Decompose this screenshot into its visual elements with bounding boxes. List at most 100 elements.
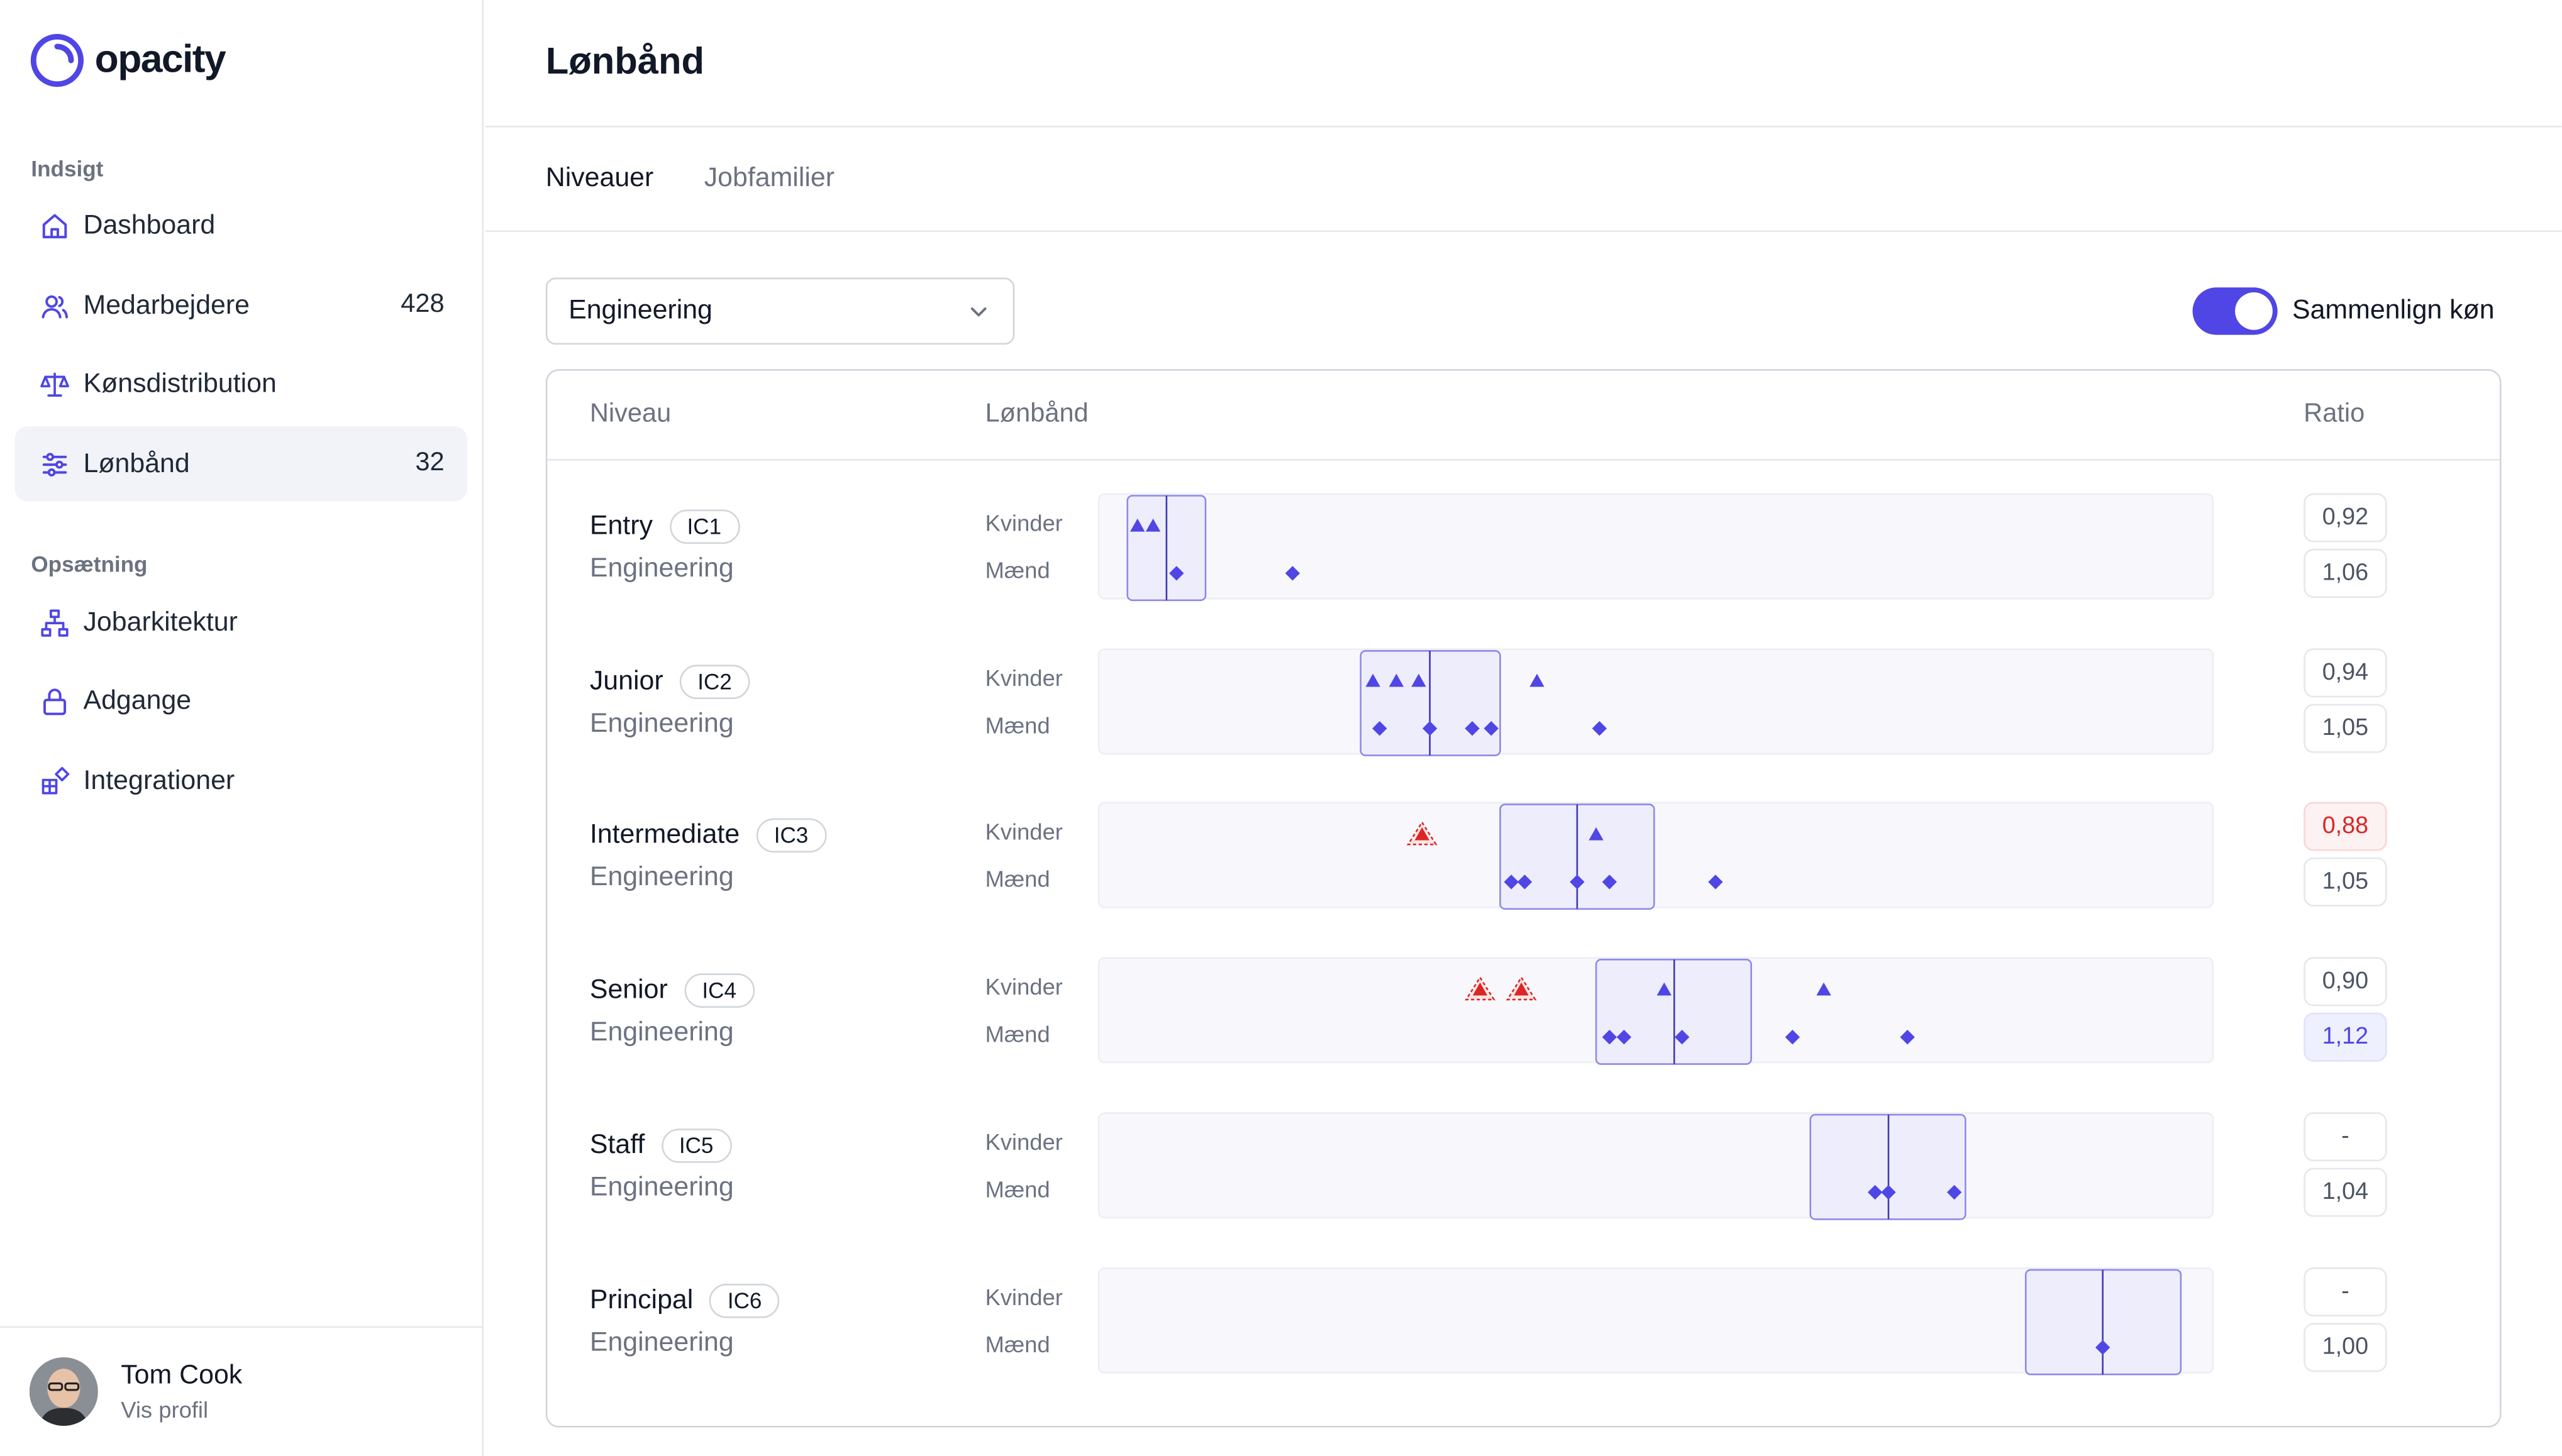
- salary-band-track: [1097, 1111, 2214, 1220]
- man-marker[interactable]: [1285, 566, 1300, 581]
- woman-marker[interactable]: [1529, 673, 1544, 687]
- column-header-ratio: Ratio: [2304, 400, 2365, 428]
- woman-marker[interactable]: [1145, 518, 1161, 532]
- scale-icon: [38, 368, 70, 400]
- man-marker[interactable]: [1592, 720, 1607, 736]
- table-row[interactable]: Senior IC4 Engineering Kvinder Mænd 0,90…: [547, 957, 2500, 1111]
- men-label: Mænd: [985, 1330, 1050, 1357]
- woman-marker[interactable]: [1389, 673, 1404, 687]
- nav-section-insight: Indsigt: [31, 157, 104, 182]
- level-family: Engineering: [589, 1172, 734, 1202]
- sidebar-item-label: Lønbånd: [83, 448, 190, 478]
- brand-logo[interactable]: opacity: [30, 33, 226, 88]
- woman-marker[interactable]: [1589, 827, 1604, 841]
- salary-band-track: [1097, 802, 2214, 911]
- ratio-women: 0,90: [2304, 957, 2387, 1007]
- lock-icon: [38, 685, 70, 717]
- level-code-badge: IC5: [661, 1128, 732, 1163]
- sidebar-item-count: 428: [401, 290, 445, 319]
- level-family: Engineering: [589, 1326, 734, 1357]
- job-family-select-value: Engineering: [568, 295, 713, 326]
- user-profile[interactable]: Tom Cook Vis profil: [0, 1325, 484, 1456]
- sidebar-item-label: Integrationer: [83, 765, 235, 795]
- tab-levels[interactable]: Niveauer: [545, 163, 654, 193]
- ratio-men: 1,12: [2304, 1013, 2387, 1062]
- level-code-badge: IC2: [679, 664, 750, 699]
- puzzle-icon: [38, 764, 70, 797]
- level-title: Junior IC2: [590, 664, 750, 699]
- man-marker[interactable]: [1602, 875, 1617, 890]
- level-code-badge: IC3: [756, 819, 826, 854]
- users-icon: [38, 289, 70, 322]
- man-marker[interactable]: [1616, 1030, 1632, 1045]
- table-row[interactable]: Junior IC2 Engineering Kvinder Mænd 0,94…: [547, 648, 2500, 802]
- table-row[interactable]: Staff IC5 Engineering Kvinder Mænd - 1,0…: [547, 1111, 2500, 1266]
- opacity-logo-icon: [30, 34, 84, 87]
- sidebar: opacity Indsigt Dashboard Medarbejdere 4…: [0, 0, 484, 1456]
- salary-band-chart: [1360, 649, 1607, 756]
- man-marker[interactable]: [1900, 1030, 1915, 1045]
- job-family-select[interactable]: Engineering: [545, 277, 1015, 345]
- ratio-men: 1,05: [2304, 703, 2387, 753]
- chevron-down-icon: [970, 307, 987, 317]
- men-label: Mænd: [985, 1176, 1050, 1202]
- ratio-women: 0,88: [2304, 802, 2387, 852]
- salary-band-track: [1097, 648, 2214, 756]
- view-profile-link[interactable]: Vis profil: [121, 1396, 209, 1423]
- woman-marker-flagged[interactable]: [1406, 821, 1438, 846]
- avatar[interactable]: [29, 1357, 98, 1426]
- table-row[interactable]: Principal IC6 Engineering Kvinder Mænd -…: [547, 1266, 2500, 1420]
- level-name: Principal: [589, 1284, 694, 1315]
- tab-job-families[interactable]: Jobfamilier: [704, 163, 835, 193]
- sliders-icon: [38, 448, 70, 480]
- salary-band-track: [1097, 493, 2214, 602]
- man-marker[interactable]: [1517, 875, 1533, 890]
- woman-marker-flagged[interactable]: [1506, 976, 1537, 1001]
- woman-marker[interactable]: [1130, 518, 1145, 532]
- man-marker[interactable]: [2095, 1339, 2110, 1354]
- sidebar-item-count: 32: [415, 449, 445, 477]
- level-title: Principal IC6: [589, 1282, 780, 1318]
- women-label: Kvinder: [985, 509, 1063, 536]
- level-title: Entry IC1: [590, 509, 740, 544]
- ratio-men: 1,05: [2304, 858, 2387, 907]
- table-row[interactable]: Entry IC1 Engineering Kvinder Mænd 0,92 …: [547, 493, 2500, 647]
- salary-band-track: [1097, 957, 2214, 1066]
- ratio-men: 1,04: [2304, 1167, 2387, 1216]
- level-name: Senior: [589, 975, 668, 1005]
- man-marker[interactable]: [1708, 875, 1723, 890]
- man-marker[interactable]: [1465, 720, 1480, 736]
- ratio-women: 0,94: [2304, 648, 2387, 697]
- woman-marker[interactable]: [1816, 982, 1831, 996]
- salary-band-track: [1097, 1266, 2214, 1375]
- woman-marker[interactable]: [1411, 673, 1426, 687]
- sidebar-item-job-architecture[interactable]: Jobarkitektur: [14, 585, 467, 660]
- women-label: Kvinder: [985, 1282, 1063, 1310]
- sidebar-item-dashboard[interactable]: Dashboard: [14, 188, 467, 263]
- sidebar-item-employees[interactable]: Medarbejdere 428: [14, 268, 467, 343]
- level-code-badge: IC1: [668, 509, 740, 544]
- sidebar-item-integrations[interactable]: Integrationer: [14, 743, 467, 819]
- woman-marker-flagged[interactable]: [1465, 976, 1495, 1001]
- woman-marker[interactable]: [1365, 673, 1380, 687]
- man-marker[interactable]: [1867, 1184, 1883, 1200]
- level-title: Intermediate IC3: [590, 819, 826, 854]
- nav-section-setup: Opsætning: [31, 552, 148, 577]
- men-label: Mænd: [985, 866, 1050, 893]
- page-title: Lønbånd: [545, 39, 704, 82]
- woman-marker[interactable]: [1656, 982, 1672, 996]
- sidebar-item-gender-distribution[interactable]: Kønsdistribution: [14, 346, 467, 422]
- level-family: Engineering: [589, 553, 734, 583]
- men-label: Mænd: [985, 556, 1050, 583]
- table-header: Niveau Lønbånd Ratio: [547, 371, 2500, 461]
- sidebar-item-salary-bands[interactable]: Lønbånd 32: [14, 426, 468, 502]
- table-row[interactable]: Intermediate IC3 Engineering Kvinder Mæn…: [547, 802, 2500, 956]
- tab-bar: Niveauer Jobfamilier: [485, 128, 2562, 232]
- man-marker[interactable]: [1602, 1030, 1617, 1045]
- sidebar-item-access[interactable]: Adgange: [14, 663, 467, 739]
- man-marker[interactable]: [1785, 1030, 1800, 1045]
- compare-gender-toggle[interactable]: [2192, 287, 2278, 335]
- salary-band-chart: [2024, 1268, 2182, 1375]
- man-marker[interactable]: [1483, 720, 1499, 736]
- man-marker[interactable]: [1675, 1030, 1690, 1045]
